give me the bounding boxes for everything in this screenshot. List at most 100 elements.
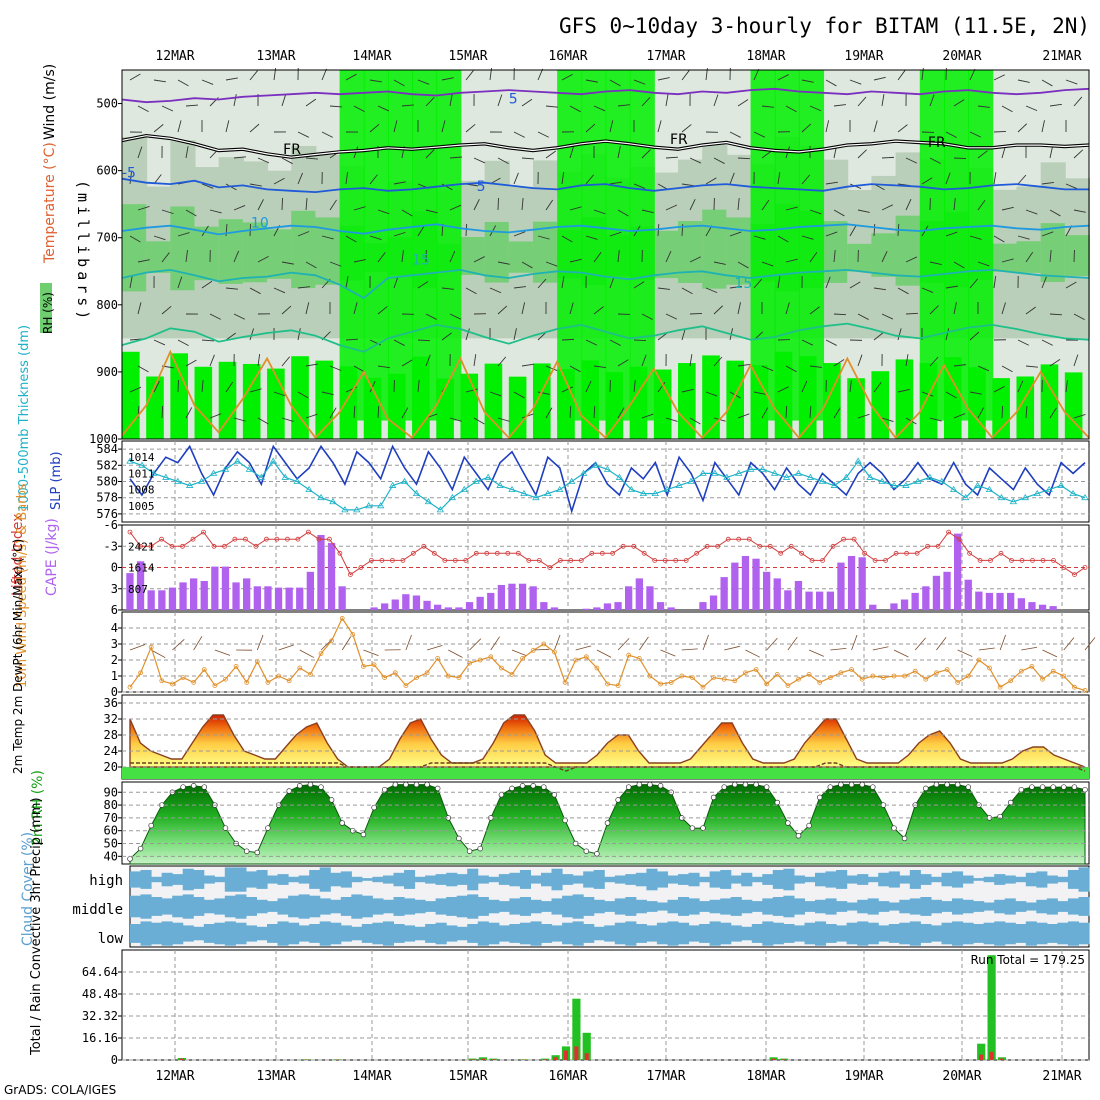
y-tick-label: 40 [104, 849, 118, 863]
cloud-cell [783, 924, 795, 943]
y-tick-label: 582 [96, 458, 118, 472]
wind-barb [401, 104, 414, 107]
cloud-cell [994, 899, 1006, 914]
cape-bar [625, 586, 633, 610]
rh2m-point [381, 786, 388, 793]
wind-barb [857, 149, 867, 159]
wind-speed-point [392, 670, 398, 676]
cloud-cell [382, 921, 394, 946]
wind-barb [905, 354, 909, 367]
cloud-cell [151, 897, 163, 916]
wind-barb [585, 174, 594, 185]
li-point [515, 550, 521, 556]
rh2m-point [551, 792, 558, 798]
cloud-cell [994, 874, 1006, 885]
wind-barb [609, 231, 622, 237]
precip-convective-bar [470, 1059, 475, 1060]
wind-barb [561, 386, 574, 393]
wind-barb [897, 389, 910, 393]
temperature-grid [122, 702, 1089, 768]
wind-barb [969, 68, 976, 81]
wind-speed-point [774, 672, 780, 677]
cloud-cell [172, 922, 184, 945]
cloud-cell [193, 897, 205, 916]
cloud-cell [130, 924, 142, 943]
cape-bar [306, 571, 314, 610]
cloud-cell [952, 898, 964, 915]
wind-speed-point [615, 683, 621, 688]
cloud-cell [551, 925, 563, 942]
li-point [536, 558, 542, 563]
surface-barb [808, 649, 824, 657]
cape-bar [720, 577, 728, 610]
thickness-point [878, 477, 886, 484]
thickness-point [758, 465, 767, 472]
thickness-point [747, 465, 755, 472]
cloud-row-high: high [89, 873, 123, 889]
y-tick-label: 580 [96, 475, 118, 489]
date-label-top: 20MAR [942, 49, 981, 64]
wind-barb [377, 105, 390, 112]
rh2m-point [1018, 786, 1025, 793]
wind-barb [561, 235, 573, 243]
wind-barb [1001, 146, 1006, 159]
wind-speed-point [583, 654, 589, 660]
surface-barb [1084, 637, 1096, 651]
wind-speed-point [891, 673, 897, 679]
wind-barb [1073, 354, 1079, 367]
cloud-row-middle: middle [72, 902, 123, 918]
slp-tick-label: 1008 [128, 484, 155, 497]
cape-tick-label: 807 [128, 583, 148, 596]
rh2m-point [816, 794, 823, 801]
rh2m-point [636, 781, 643, 788]
cloud-cell [1025, 921, 1037, 946]
wind-barb [129, 338, 142, 341]
cloud-cell [140, 894, 152, 919]
thickness-point [1009, 497, 1018, 505]
y-tick-label: 70 [104, 811, 118, 825]
cloud-cell [1025, 902, 1037, 911]
cloud-cell [656, 902, 668, 911]
precip-convective-bar [574, 1046, 579, 1060]
y-tick-label: 36 [104, 696, 118, 710]
wind-barb [977, 407, 985, 419]
wind-speed-point [997, 684, 1003, 690]
cape-tick-label: 2421 [128, 540, 155, 553]
wind-barb [1001, 365, 1013, 373]
wind-barb [897, 287, 909, 295]
li-point [746, 536, 752, 542]
cape-bar [338, 586, 346, 610]
wind-barb [641, 149, 651, 159]
rh-band-bright [871, 371, 890, 439]
wind-barb [473, 417, 485, 425]
wind-barb [993, 131, 1007, 133]
cape-bar [667, 607, 675, 610]
cloud-cell [214, 876, 226, 883]
rh2m-point [413, 781, 420, 788]
cape-ticks: -6 -3 0 3 6 2421 1614 807 [104, 518, 155, 617]
wind-barb [489, 287, 502, 294]
wind-speed-point [350, 632, 356, 637]
wind-barb [737, 363, 750, 367]
rh2m-point [721, 784, 727, 790]
wind-barb [801, 380, 808, 393]
isotherm-line [121, 322, 1090, 353]
cloud-cell [614, 875, 626, 884]
cape-bar [741, 556, 750, 610]
wind-barb [569, 258, 582, 263]
li-point [935, 543, 941, 549]
wind-barb [537, 391, 550, 395]
li-point [767, 543, 773, 549]
thickness-point [615, 473, 624, 480]
li-point [673, 558, 679, 563]
cloud-cell [751, 924, 763, 943]
wind-barb [993, 386, 1005, 393]
cloud-cell [277, 898, 289, 915]
li-point [799, 550, 804, 556]
wind-barb [585, 380, 592, 393]
wind-barb [393, 231, 406, 237]
wind-speed-point [743, 670, 748, 676]
rh-band-green [871, 233, 897, 277]
li-point [326, 536, 332, 542]
